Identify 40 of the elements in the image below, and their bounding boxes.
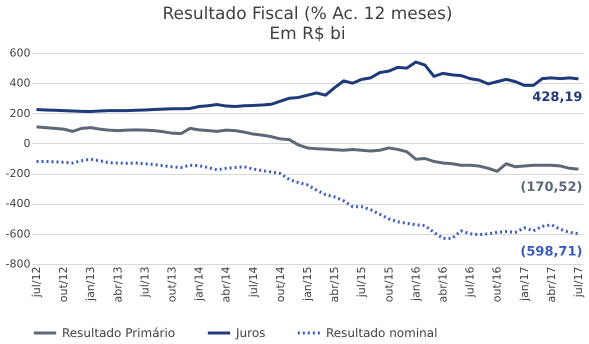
x-tick-label: abr/13 (111, 266, 124, 302)
chart-subtitle: Em R$ bi (269, 24, 346, 44)
data-label: (598,71) (520, 244, 582, 260)
legend-label: Resultado nominal (326, 326, 438, 340)
line-series (35, 158, 580, 240)
chart-title: Resultado Fiscal (% Ac. 12 meses) (162, 4, 453, 24)
x-tick-label: jan/13 (84, 266, 98, 302)
y-tick-label: -800 (6, 258, 30, 270)
y-tick-label: -400 (6, 197, 30, 210)
x-tick-label: jul/14 (246, 266, 260, 298)
y-tick-label: -600 (6, 227, 30, 240)
x-tick-label: out/14 (274, 266, 287, 302)
x-tick-label: jan/15 (301, 266, 314, 302)
legend-label: Juros (235, 326, 266, 340)
x-tick-label: jul/16 (464, 266, 477, 298)
x-tick-label: abr/17 (544, 266, 558, 302)
x-tick-label: out/16 (490, 266, 504, 302)
x-tick-label: abr/14 (220, 266, 233, 302)
y-tick-label: 200 (10, 106, 30, 120)
data-label: 428,19 (532, 90, 582, 105)
y-tick-label: 0 (24, 136, 30, 150)
x-tick-label: jan/16 (409, 266, 422, 302)
x-tick-label: jul/15 (355, 266, 368, 298)
line-series (35, 60, 580, 113)
x-tick-label: out/15 (382, 266, 396, 302)
x-tick-label: abr/16 (436, 266, 450, 302)
line-series (35, 125, 580, 173)
x-tick-label: jan/17 (518, 266, 531, 302)
data-label: (170,52) (520, 180, 582, 196)
y-tick-label: -200 (6, 167, 30, 180)
x-tick-label: jan/14 (192, 266, 206, 302)
x-tick-label: jul/12 (30, 266, 44, 298)
x-tick-label: out/13 (166, 266, 179, 302)
x-tick-label: jul/17 (572, 266, 585, 298)
y-tick-label: 600 (10, 46, 30, 60)
x-tick-label: jul/13 (138, 266, 152, 298)
legend-label: Resultado Primário (62, 326, 176, 340)
y-tick-label: 400 (10, 76, 30, 90)
x-tick-label: out/12 (57, 266, 70, 302)
x-tick-label: abr/15 (328, 266, 342, 302)
